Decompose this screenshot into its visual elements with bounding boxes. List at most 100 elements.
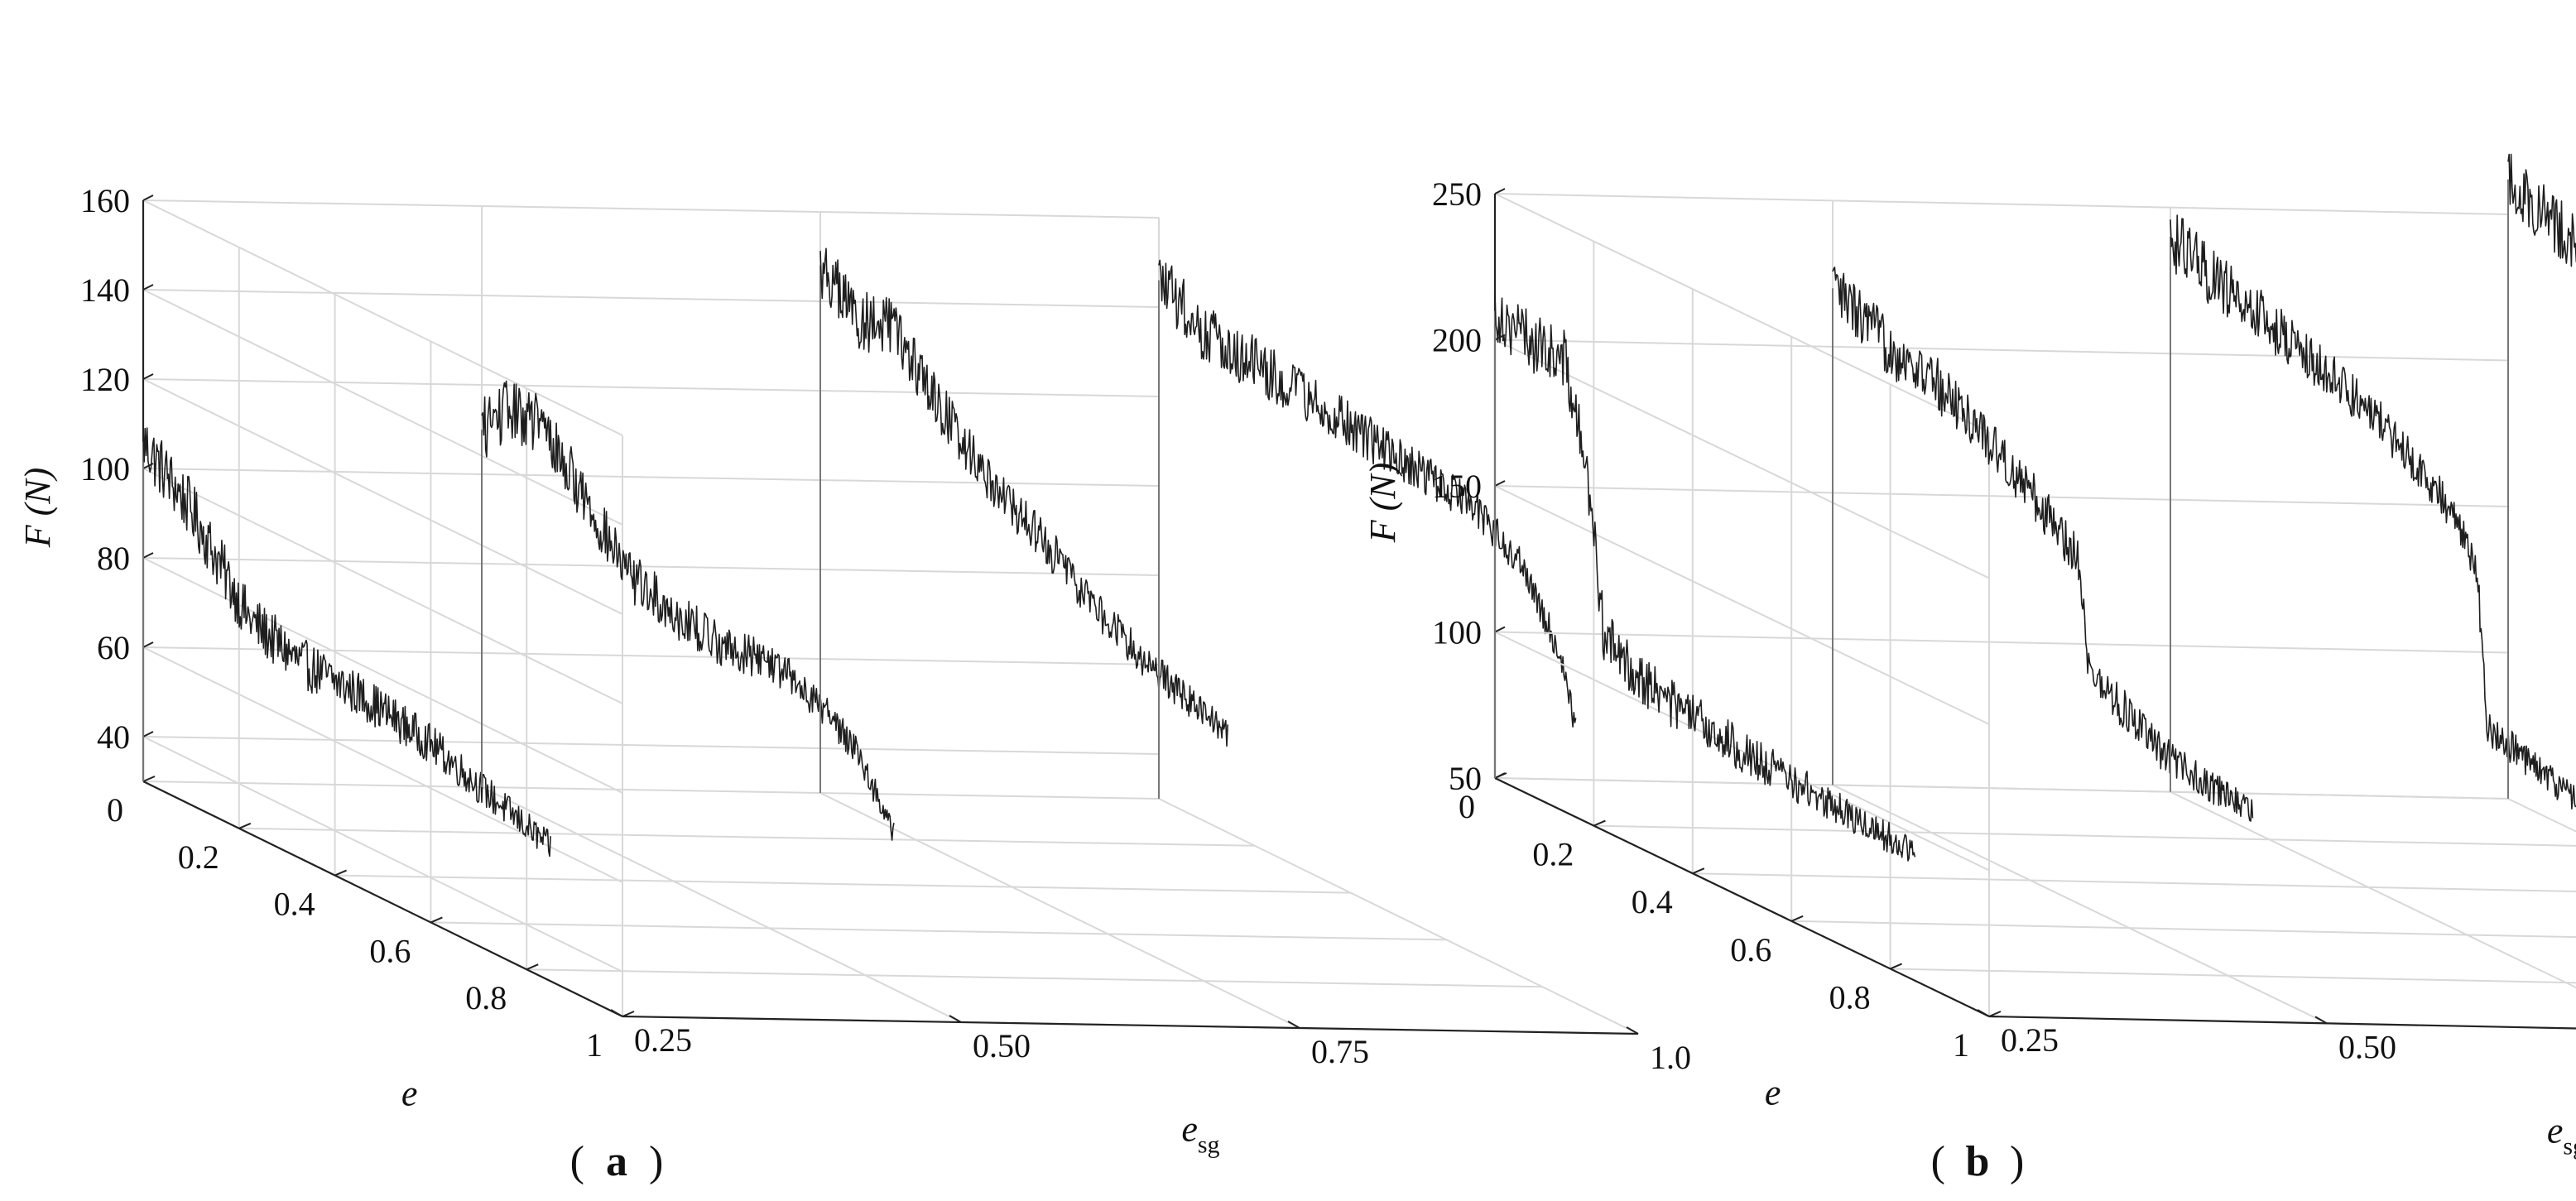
gridline-floor bbox=[430, 921, 1447, 941]
esg-tick-label: 0.50 bbox=[2338, 1028, 2396, 1065]
svg-text:(: ( bbox=[570, 1138, 584, 1185]
esg-tick bbox=[2314, 1016, 2328, 1025]
e-tick-label: 0.8 bbox=[465, 979, 507, 1016]
esg-tick bbox=[1287, 1021, 1300, 1029]
z-axis-label: F (N) bbox=[17, 468, 58, 549]
esg-tick-label: 0.75 bbox=[1311, 1033, 1369, 1070]
gridline-floor bbox=[819, 792, 1300, 1029]
e-tick bbox=[430, 916, 443, 924]
gridline-horizontal bbox=[142, 289, 1160, 308]
gridline-floor bbox=[1832, 784, 2328, 1025]
gridline-horizontal bbox=[142, 736, 623, 973]
z-tick bbox=[142, 195, 154, 201]
z-tick-label: 250 bbox=[1432, 175, 1482, 213]
gridline-horizontal bbox=[142, 468, 1160, 487]
e-tick-label: 0.8 bbox=[1829, 978, 1871, 1016]
e-tick bbox=[1692, 867, 1705, 875]
esg-tick bbox=[949, 1015, 962, 1023]
gridline-horizontal bbox=[142, 557, 623, 794]
z-tick bbox=[1494, 626, 1506, 633]
e-tick bbox=[622, 1011, 635, 1017]
gridline-horizontal bbox=[1494, 485, 1990, 725]
gridline-horizontal bbox=[142, 378, 1160, 397]
caption-b: ( b ) bbox=[1931, 1138, 2025, 1185]
gridline-floor bbox=[1494, 777, 2509, 800]
svg-text:): ) bbox=[649, 1138, 663, 1185]
z-tick bbox=[142, 373, 154, 380]
e-tick-label: 0.2 bbox=[178, 838, 219, 876]
z-tick bbox=[142, 284, 154, 291]
gridline-horizontal bbox=[1494, 631, 1990, 872]
axes: 5010015020025000.20.40.60.810.250.500.75… bbox=[1362, 175, 2576, 1160]
series-line bbox=[2507, 153, 2576, 267]
e-tick bbox=[142, 776, 156, 782]
caption-a: ( a ) bbox=[570, 1138, 664, 1185]
gridline-floor bbox=[1890, 968, 2576, 984]
series-group bbox=[1494, 153, 2576, 862]
axes: 40 60 80 100 120 140 160 0 0.2 0.4 0.6 0.8 1 0.25 0.50… bbox=[17, 182, 1691, 1158]
gridline-floor bbox=[142, 781, 1160, 800]
z-tick-label: 40 bbox=[97, 718, 130, 756]
e-axis-line bbox=[142, 781, 623, 1017]
e-tick-label: 1 bbox=[1953, 1026, 1969, 1064]
e-tick-label: 0 bbox=[1459, 788, 1475, 825]
gridline-horizontal bbox=[1494, 339, 2509, 362]
z-tick bbox=[142, 731, 154, 737]
series-line bbox=[1832, 267, 2254, 822]
e-tick bbox=[238, 822, 252, 829]
gridline-horizontal bbox=[1494, 485, 2509, 507]
esg-tick-label: 0.50 bbox=[973, 1027, 1031, 1064]
series-line bbox=[481, 380, 895, 841]
panel-b-chart: 5010015020025000.20.40.60.810.250.500.75… bbox=[1362, 153, 2576, 1160]
caption-a-letter: a bbox=[606, 1138, 627, 1185]
gridline-horizontal bbox=[1494, 193, 1990, 433]
e-tick bbox=[526, 963, 539, 971]
z-tick-label: 120 bbox=[80, 361, 130, 398]
z-tick-label: 100 bbox=[1432, 614, 1482, 651]
e-tick-label: 0.4 bbox=[274, 886, 315, 923]
e-axis-label: e bbox=[401, 1074, 418, 1114]
series-group bbox=[142, 247, 1577, 858]
gridline-horizontal bbox=[142, 199, 1160, 219]
z-tick-label: 150 bbox=[1432, 468, 1482, 505]
e-tick-label: 1 bbox=[586, 1026, 603, 1064]
e-tick bbox=[1494, 772, 1507, 779]
gridline-horizontal bbox=[1494, 339, 1990, 579]
esg-tick-label: 1.0 bbox=[1650, 1039, 1691, 1076]
gridline-floor bbox=[481, 786, 962, 1023]
e-tick bbox=[1593, 819, 1606, 827]
gridline-floor bbox=[334, 874, 1351, 894]
e-axis-line bbox=[1494, 777, 1990, 1017]
z-tick bbox=[1494, 480, 1506, 487]
esg-tick-label: 0.25 bbox=[634, 1021, 692, 1059]
z-tick bbox=[142, 552, 154, 559]
z-tick bbox=[1494, 188, 1506, 195]
z-tick-label: 50 bbox=[1449, 760, 1482, 797]
gridline-floor bbox=[238, 827, 1255, 847]
z-tick-label: 80 bbox=[97, 540, 130, 577]
caption-b-letter: b bbox=[1966, 1138, 1990, 1185]
e-tick-label: 0.4 bbox=[1632, 883, 1673, 920]
gridline-horizontal bbox=[142, 289, 623, 526]
e-tick bbox=[334, 869, 347, 877]
series-line bbox=[1494, 294, 1916, 862]
gridline-floor bbox=[526, 968, 1543, 988]
gridline-floor bbox=[2170, 790, 2576, 989]
e-tick-label: 0.6 bbox=[369, 932, 411, 969]
z-tick-label: 60 bbox=[97, 629, 130, 666]
gridline-floor bbox=[1791, 920, 2576, 939]
gridline-horizontal bbox=[142, 378, 623, 615]
gridline-floor bbox=[2507, 798, 2576, 833]
gridline-floor bbox=[1692, 872, 2576, 892]
svg-text:): ) bbox=[2010, 1138, 2024, 1185]
esg-tick bbox=[1626, 1026, 1639, 1035]
gridline-horizontal bbox=[142, 557, 1160, 576]
e-tick-label: 0 bbox=[107, 791, 123, 829]
esg-tick bbox=[610, 1009, 623, 1017]
series-line bbox=[1158, 259, 1577, 728]
e-tick-label: 0.2 bbox=[1532, 836, 1574, 873]
z-tick-label: 140 bbox=[80, 271, 130, 309]
esg-tick bbox=[1977, 1009, 1990, 1017]
z-tick bbox=[142, 641, 154, 648]
